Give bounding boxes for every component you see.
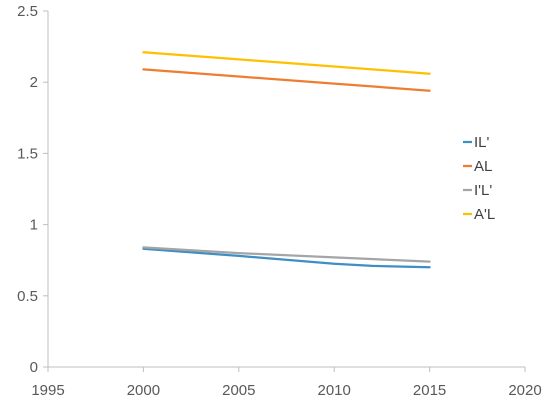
- y-tick-label: 0.5: [17, 288, 38, 305]
- series-line-2: [142, 246, 431, 263]
- x-tick-label: 2005: [222, 382, 255, 399]
- series-group: [142, 51, 431, 269]
- legend-label: AL: [474, 158, 492, 175]
- series-line-0: [142, 247, 431, 269]
- y-tick-label: 1.5: [17, 145, 38, 162]
- y-tick-label: 0: [30, 359, 38, 376]
- x-tick-label: 1995: [31, 382, 64, 399]
- y-tick-label: 2.5: [17, 3, 38, 20]
- legend-label: A'L: [474, 206, 495, 223]
- x-tick-label: 2020: [508, 382, 541, 399]
- x-tick-label: 2010: [318, 382, 351, 399]
- y-tick-label: 2: [30, 74, 38, 91]
- legend: IL' AL I'L' A'L: [463, 134, 495, 223]
- legend-label: I'L': [474, 182, 492, 199]
- series-line-3: [142, 51, 431, 75]
- x-tick-label: 2015: [413, 382, 446, 399]
- legend-label: IL': [474, 134, 490, 151]
- series-line-1: [142, 68, 431, 92]
- axes: 0 0.5 1 1.5 2 2.5 1995 2000 2005 2010 2015 2020: [17, 3, 542, 399]
- x-tick-label: 2000: [127, 382, 160, 399]
- y-tick-label: 1: [30, 217, 38, 234]
